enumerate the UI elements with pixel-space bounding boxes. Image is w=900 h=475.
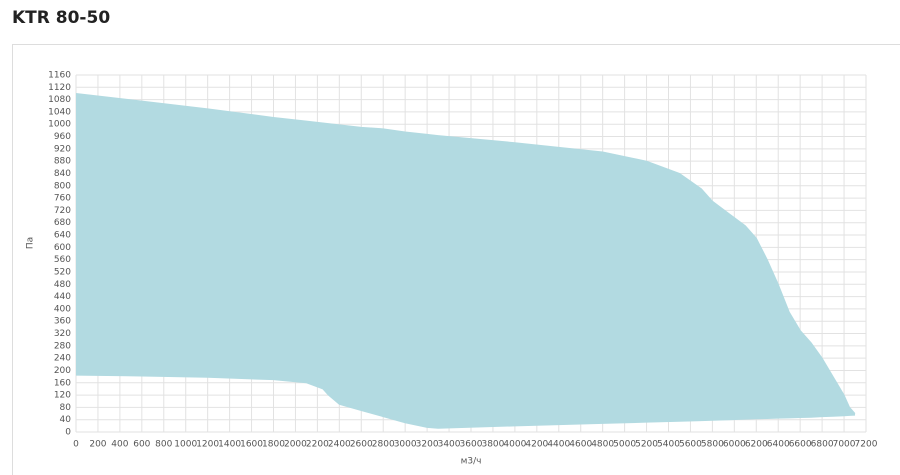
y-tick-label: 840: [54, 169, 71, 179]
x-tick-label: 4800: [591, 440, 614, 450]
x-tick-label: 6400: [767, 440, 790, 450]
y-tick-label: 240: [54, 354, 71, 364]
x-tick-label: 3000: [394, 440, 417, 450]
y-tick-label: 200: [54, 366, 71, 376]
y-tick-label: 360: [54, 317, 71, 327]
y-tick-label: 680: [54, 218, 71, 228]
area-boundary: [75, 374, 856, 429]
x-tick-label: 3600: [460, 440, 483, 450]
x-tick-label: 7000: [833, 440, 856, 450]
x-tick-label: 1200: [196, 440, 219, 450]
y-tick-label: 880: [54, 157, 71, 167]
x-tick-label: 6200: [745, 440, 768, 450]
y-tick-label: 120: [54, 391, 71, 401]
x-tick-label: 6000: [723, 440, 746, 450]
x-tick-label: 1800: [262, 440, 285, 450]
x-tick-label: 4400: [547, 440, 570, 450]
x-tick-label: 4200: [525, 440, 548, 450]
x-tick-label: 4000: [503, 440, 526, 450]
x-tick-label: 2000: [284, 440, 307, 450]
x-tick-label: 0: [73, 440, 79, 450]
y-tick-label: 800: [54, 181, 71, 191]
y-tick-label: 520: [54, 267, 71, 277]
y-tick-label: 600: [54, 243, 71, 253]
y-tick-label: 920: [54, 144, 71, 154]
x-tick-label: 2800: [372, 440, 395, 450]
y-tick-label: 80: [60, 403, 72, 413]
x-tick-label: 3200: [416, 440, 439, 450]
x-tick-label: 5800: [701, 440, 724, 450]
x-tick-label: 5600: [679, 440, 702, 450]
x-tick-label: 2600: [350, 440, 373, 450]
x-tick-label: 2400: [328, 440, 351, 450]
x-tick-label: 1000: [174, 440, 197, 450]
y-tick-label: 1080: [48, 95, 71, 105]
y-tick-label: 720: [54, 206, 71, 216]
x-tick-label: 3400: [438, 440, 461, 450]
x-tick-label: 2200: [306, 440, 329, 450]
y-tick-label: 480: [54, 280, 71, 290]
y-tick-label: 1120: [48, 83, 71, 93]
y-tick-label: 0: [65, 428, 71, 438]
y-tick-label: 560: [54, 255, 71, 265]
y-tick-label: 160: [54, 378, 71, 388]
area-fill: [76, 93, 856, 429]
area-boundary: [75, 92, 856, 414]
x-tick-label: 7200: [855, 440, 878, 450]
y-tick-label: 760: [54, 194, 71, 204]
y-axis-label: Па: [26, 237, 36, 249]
x-tick-label: 4600: [569, 440, 592, 450]
y-tick-label: 40: [60, 415, 72, 425]
y-tick-label: 1040: [48, 107, 71, 117]
x-axis-label: м3/ч: [461, 457, 482, 467]
x-tick-label: 3800: [481, 440, 504, 450]
y-tick-label: 400: [54, 304, 71, 314]
x-tick-label: 400: [111, 440, 128, 450]
chart-panel: [12, 44, 900, 475]
x-tick-label: 5000: [613, 440, 636, 450]
x-tick-label: 5400: [657, 440, 680, 450]
y-tick-label: 1160: [48, 71, 71, 81]
x-tick-label: 600: [133, 440, 150, 450]
y-tick-label: 320: [54, 329, 71, 339]
x-tick-label: 200: [89, 440, 106, 450]
x-tick-label: 1400: [218, 440, 241, 450]
y-tick-label: 960: [54, 132, 71, 142]
y-tick-label: 1000: [48, 120, 71, 130]
y-tick-label: 280: [54, 341, 71, 351]
y-tick-label: 440: [54, 292, 71, 302]
chart-title: KTR 80-50: [12, 8, 111, 28]
x-tick-label: 6800: [811, 440, 834, 450]
x-tick-label: 6600: [789, 440, 812, 450]
x-tick-label: 1600: [240, 440, 263, 450]
y-tick-label: 640: [54, 231, 71, 241]
x-tick-label: 800: [155, 440, 172, 450]
x-tick-label: 5200: [635, 440, 658, 450]
